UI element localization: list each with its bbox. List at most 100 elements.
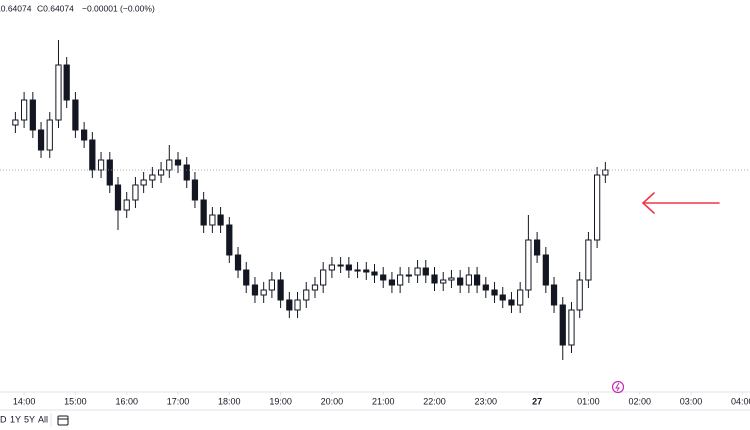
candle-body	[499, 294, 506, 301]
x-tick-label: 02:00	[628, 396, 651, 406]
candle-body	[576, 279, 583, 311]
candle-body	[320, 269, 327, 286]
candle-body	[337, 264, 344, 267]
x-tick-label: 27	[532, 396, 542, 406]
x-tick-label: 22:00	[423, 396, 446, 406]
candle-body	[542, 254, 549, 286]
candle-body	[277, 279, 284, 301]
candle-body	[533, 239, 541, 256]
candle-body	[97, 159, 105, 171]
candle-body	[140, 179, 147, 186]
candle-body	[114, 184, 122, 211]
candle-body	[132, 184, 139, 201]
event-icon-circle[interactable]	[611, 380, 625, 394]
candle-body	[123, 199, 130, 211]
x-tick-label: 17:00	[167, 396, 190, 406]
candle-body	[457, 277, 464, 286]
candle-body	[303, 289, 310, 301]
candle-body	[234, 254, 242, 271]
x-tick-label: 19:00	[269, 396, 292, 406]
candle-body	[217, 214, 224, 226]
x-tick-label: 21:00	[372, 396, 395, 406]
x-tick-label: 20:00	[321, 396, 344, 406]
candle-body	[363, 269, 370, 273]
candle-body	[550, 284, 558, 306]
event-icon[interactable]	[611, 380, 625, 394]
x-tick-label: 14:00	[13, 396, 36, 406]
candle-body	[20, 99, 28, 121]
candle-body	[491, 289, 498, 296]
candle-body	[72, 99, 79, 131]
candle-body	[473, 274, 481, 286]
arrow-head	[641, 192, 655, 214]
x-tick-label: 23:00	[475, 396, 498, 406]
range-button[interactable]: All	[38, 414, 48, 424]
candle-body	[594, 174, 601, 241]
candle-body	[448, 277, 455, 281]
candle-body	[568, 309, 575, 346]
candle-body	[81, 129, 88, 141]
range-button[interactable]: 1Y	[10, 414, 21, 424]
candle-body	[226, 224, 233, 256]
candle-body	[371, 271, 378, 276]
candle-body	[354, 269, 361, 272]
candle-body	[12, 119, 19, 126]
candle-body	[200, 199, 207, 226]
candle-body	[286, 299, 293, 311]
candle-body	[431, 274, 438, 284]
candle-body	[55, 64, 62, 121]
x-tick-label: 04:00	[731, 396, 750, 406]
event-icon-bolt	[615, 382, 620, 392]
calendar-button[interactable]	[50, 413, 69, 427]
candle-body	[311, 284, 319, 291]
x-tick-label: 03:00	[680, 396, 703, 406]
candle-body	[380, 274, 387, 281]
x-tick-label: 15:00	[64, 396, 87, 406]
range-toolbar: D 1Y 5Y All	[0, 414, 48, 424]
candle-body	[517, 289, 524, 306]
candle-body	[422, 267, 429, 276]
candle-body	[63, 64, 70, 101]
calendar-icon[interactable]	[57, 415, 69, 426]
candle-body	[525, 239, 532, 291]
red-arrow	[641, 192, 720, 214]
plot-area	[0, 40, 750, 360]
candle-body	[46, 119, 53, 151]
legend-change: −0.00001 (−0.00%)	[82, 3, 155, 13]
candle-body	[106, 159, 113, 186]
candle-body	[243, 269, 250, 286]
candle-body	[149, 174, 156, 181]
candle-body	[482, 284, 489, 291]
candle-body	[405, 274, 412, 277]
candle-body	[465, 274, 472, 286]
candle-body	[268, 279, 276, 291]
candle-body	[89, 139, 96, 171]
legend-low: L0.64074	[0, 3, 32, 13]
candle-body	[414, 267, 421, 276]
candle-body	[166, 159, 173, 171]
range-button[interactable]: D	[0, 414, 7, 424]
candle-body	[209, 214, 216, 226]
x-tick-label: 16:00	[115, 396, 138, 406]
candle-body	[37, 129, 45, 151]
candle-body	[345, 264, 352, 271]
candle-body	[183, 164, 190, 181]
candle-body	[602, 169, 609, 176]
candle-body	[508, 299, 515, 306]
candle-body	[29, 99, 36, 131]
candle-body	[191, 179, 199, 201]
candle-body	[157, 169, 165, 176]
candle-body	[260, 289, 267, 296]
time-axis: 14:00 15:00 16:00 17:00 18:00 19:00 20:00 21:00…	[13, 392, 750, 406]
candle-body	[251, 284, 259, 296]
x-tick-label: 18:00	[218, 396, 241, 406]
candle-body	[397, 274, 404, 286]
candle-body	[294, 299, 301, 311]
candle-body	[585, 239, 592, 281]
candle-body	[559, 304, 566, 346]
candle-body	[440, 279, 447, 284]
range-button[interactable]: 5Y	[24, 414, 35, 424]
